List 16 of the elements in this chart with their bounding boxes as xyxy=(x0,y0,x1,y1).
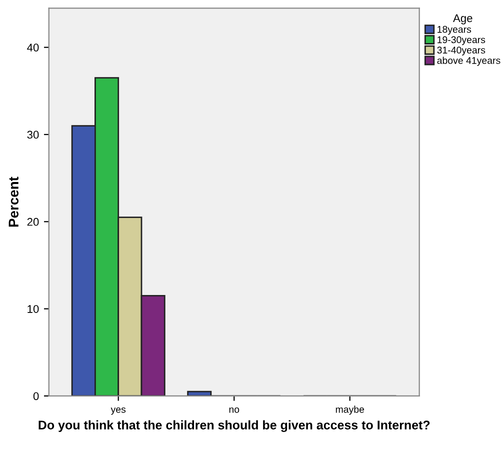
legend-label: 31-40years xyxy=(437,46,486,56)
bar xyxy=(187,390,212,396)
legend-label: 18years xyxy=(438,26,472,35)
x-tick-label: no xyxy=(229,407,240,413)
y-tick-label: 40 xyxy=(27,44,39,52)
x-tick-label: maybe xyxy=(336,406,364,415)
legend-label: 19-30years xyxy=(438,36,486,46)
y-axis-title: Percent xyxy=(8,176,19,227)
y-tick-label: 20 xyxy=(27,218,39,226)
legend-label: above 41years xyxy=(437,56,500,66)
y-tick-label: 10 xyxy=(28,305,39,313)
x-axis-title: Do you think that the children should be given access to Internet? xyxy=(38,420,430,432)
legend-title: Age xyxy=(453,14,472,24)
y-tick-label: 0 xyxy=(33,392,39,400)
y-tick-label: 30 xyxy=(27,130,39,139)
x-tick-label: yes xyxy=(110,407,126,415)
